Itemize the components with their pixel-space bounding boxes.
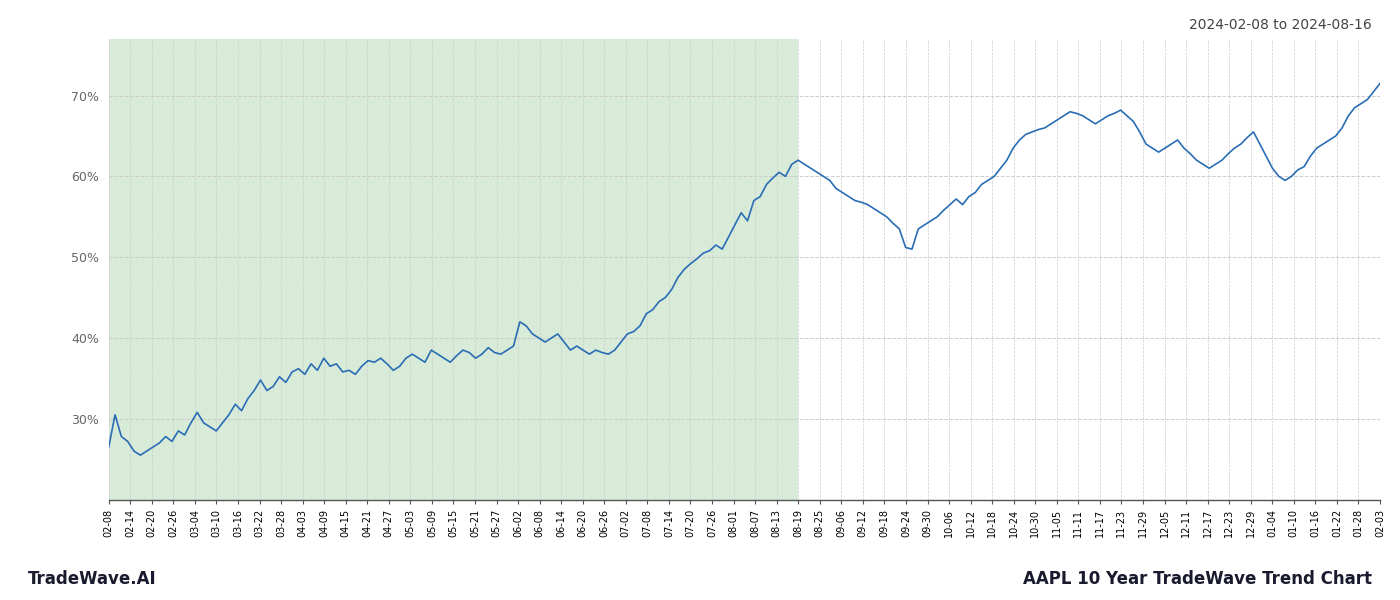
Text: 2024-02-08 to 2024-08-16: 2024-02-08 to 2024-08-16: [1189, 18, 1372, 32]
Bar: [109, 39, 798, 500]
Text: AAPL 10 Year TradeWave Trend Chart: AAPL 10 Year TradeWave Trend Chart: [1023, 570, 1372, 588]
Text: TradeWave.AI: TradeWave.AI: [28, 570, 157, 588]
